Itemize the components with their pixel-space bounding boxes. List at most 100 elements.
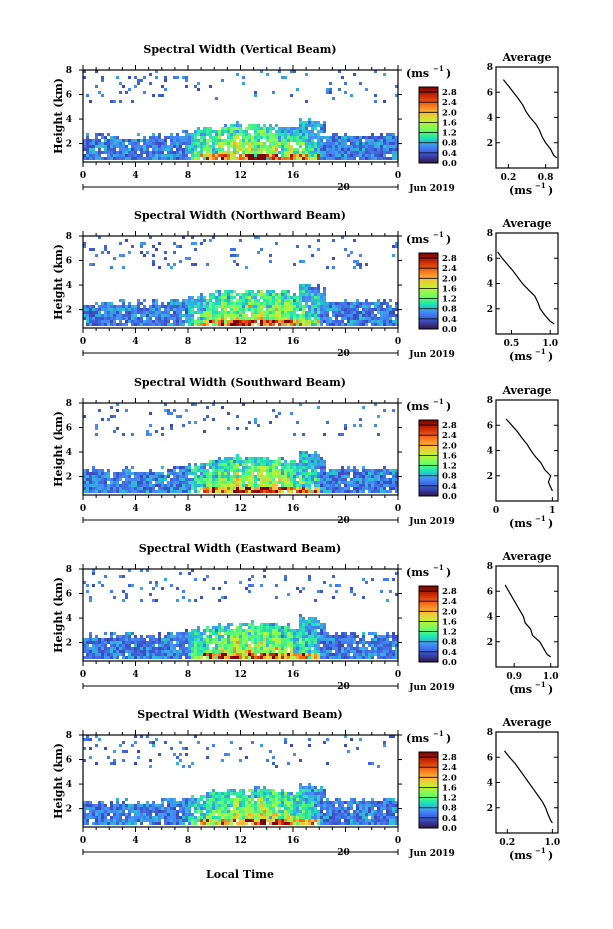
- heatmap-cell: [275, 629, 278, 632]
- heatmap-cell: [302, 463, 305, 466]
- heatmap-cell: [299, 617, 302, 620]
- heatmap-cell: [347, 305, 350, 308]
- heatmap-cell: [365, 641, 368, 644]
- heatmap-cell: [206, 463, 209, 466]
- heatmap-cell: [98, 641, 101, 644]
- heatmap-cell: [383, 314, 386, 317]
- heatmap-cell: [377, 157, 380, 160]
- heatmap-cell: [131, 484, 134, 487]
- heatmap-cell: [254, 653, 257, 656]
- heatmap-cell: [383, 641, 386, 644]
- heatmap-cell: [164, 490, 167, 493]
- heatmap-cell: [284, 487, 287, 490]
- heatmap-cell: [320, 457, 323, 460]
- heatmap-cell: [284, 157, 287, 160]
- heatmap-cell: [143, 804, 146, 807]
- heatmap-cell: [167, 263, 170, 266]
- heatmap-cell: [278, 151, 281, 154]
- heatmap-cell: [281, 139, 284, 142]
- heatmap-cell: [89, 487, 92, 490]
- heatmap-cell: [392, 320, 395, 323]
- heatmap-cell: [359, 641, 362, 644]
- heatmap-cell: [95, 254, 98, 257]
- heatmap-cell: [305, 647, 308, 650]
- heatmap-cell: [296, 323, 299, 326]
- heatmap-cell: [350, 478, 353, 481]
- heatmap-cell: [254, 145, 257, 148]
- heatmap-cell: [380, 154, 383, 157]
- heatmap-cell: [203, 484, 206, 487]
- colorbar-swatch: [419, 130, 438, 134]
- heatmap-cell: [242, 323, 245, 326]
- y-axis-label: Height (km): [52, 411, 65, 487]
- heatmap-cell: [383, 142, 386, 145]
- heatmap-cell: [218, 641, 221, 644]
- colorbar-swatch: [419, 147, 438, 151]
- heatmap-cell: [272, 157, 275, 160]
- heatmap-cell: [116, 644, 119, 647]
- heatmap-cell: [152, 323, 155, 326]
- heatmap-cell: [125, 469, 128, 472]
- heatmap-cell: [302, 311, 305, 314]
- heatmap-cell: [248, 142, 251, 145]
- heatmap-cell: [311, 623, 314, 626]
- heatmap-cell: [365, 142, 368, 145]
- heatmap-cell: [239, 487, 242, 490]
- heatmap-cell: [266, 133, 269, 136]
- heatmap-cell: [320, 638, 323, 641]
- x-tick-label: 4: [132, 171, 138, 181]
- heatmap-cell: [266, 73, 269, 76]
- heatmap-cell: [236, 656, 239, 659]
- heatmap-cell: [392, 469, 395, 472]
- heatmap-cell: [257, 460, 260, 463]
- heatmap-cell: [269, 641, 272, 644]
- heatmap-cell: [305, 284, 308, 287]
- heatmap-cell: [311, 481, 314, 484]
- heatmap-cell: [395, 317, 398, 320]
- heatmap-cell: [266, 302, 269, 305]
- heatmap-cell: [380, 650, 383, 653]
- heatmap-cell: [245, 656, 248, 659]
- heatmap-cell: [155, 305, 158, 308]
- heatmap-cell: [221, 635, 224, 638]
- heatmap-cell: [338, 484, 341, 487]
- heatmap-cell: [386, 650, 389, 653]
- heatmap-cell: [92, 466, 95, 469]
- heatmap-cell: [119, 653, 122, 656]
- heatmap-cell: [266, 647, 269, 650]
- heatmap-cell: [308, 320, 311, 323]
- heatmap-cell: [323, 320, 326, 323]
- heatmap-cell: [380, 478, 383, 481]
- heatmap-cell: [248, 632, 251, 635]
- heatmap-cell: [383, 578, 386, 581]
- heatmap-cell: [377, 323, 380, 326]
- heatmap-cell: [302, 320, 305, 323]
- heatmap-cell: [101, 133, 104, 136]
- colorbar-swatch: [419, 631, 438, 634]
- heatmap-cell: [320, 151, 323, 154]
- heatmap-cell: [143, 644, 146, 647]
- heatmap-cell: [332, 145, 335, 148]
- heatmap-cell: [236, 293, 239, 296]
- y-tick-label: 4: [66, 614, 72, 624]
- heatmap-cell: [119, 308, 122, 311]
- heatmap-cell: [254, 139, 257, 142]
- heatmap-cell: [224, 638, 227, 641]
- colorbar-swatch: [419, 450, 438, 453]
- heatmap-cell: [305, 632, 308, 635]
- heatmap-cell: [275, 133, 278, 136]
- heatmap-cell: [245, 154, 248, 157]
- heatmap-cell: [389, 656, 392, 659]
- heatmap-cell: [152, 635, 155, 638]
- heatmap-cell: [338, 139, 341, 142]
- colorbar-unit: (ms: [406, 566, 429, 579]
- heatmap-cell: [215, 308, 218, 311]
- heatmap-cell: [317, 484, 320, 487]
- heatmap-cell: [323, 154, 326, 157]
- heatmap-cell: [269, 299, 272, 302]
- heatmap-cell: [296, 475, 299, 478]
- heatmap-cell: [101, 320, 104, 323]
- heatmap-cell: [239, 314, 242, 317]
- heatmap-cell: [302, 154, 305, 157]
- heatmap-cell: [260, 157, 263, 160]
